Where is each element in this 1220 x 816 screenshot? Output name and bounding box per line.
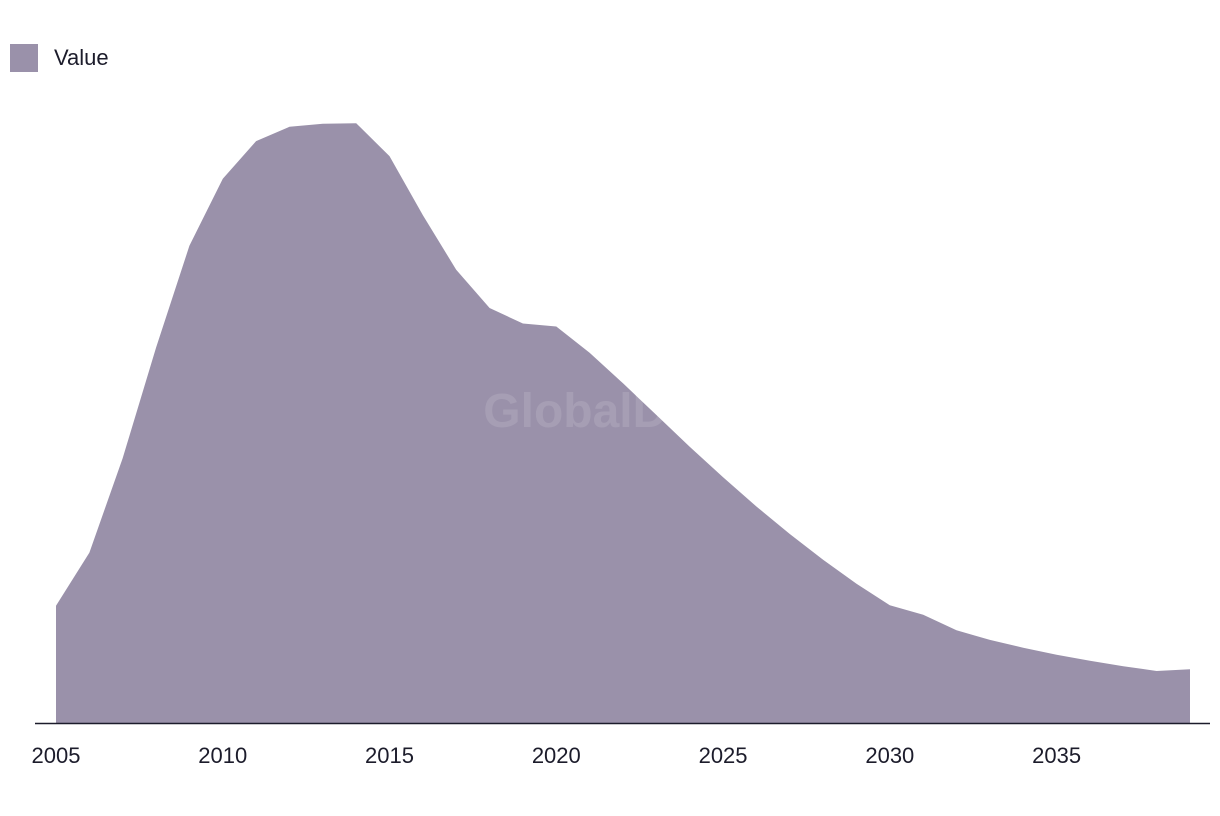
x-tick-label: 2020 (532, 743, 581, 768)
x-tick-label: 2030 (865, 743, 914, 768)
x-tick-label: 2035 (1032, 743, 1081, 768)
legend-label: Value (54, 45, 109, 70)
area-series-value (56, 123, 1190, 723)
x-tick-label: 2025 (699, 743, 748, 768)
watermark: GlobalData (483, 385, 737, 438)
legend: Value (10, 44, 109, 72)
x-tick-label: 2005 (32, 743, 81, 768)
x-tick-label: 2015 (365, 743, 414, 768)
legend-swatch (10, 44, 38, 72)
x-tick-label: 2010 (198, 743, 247, 768)
